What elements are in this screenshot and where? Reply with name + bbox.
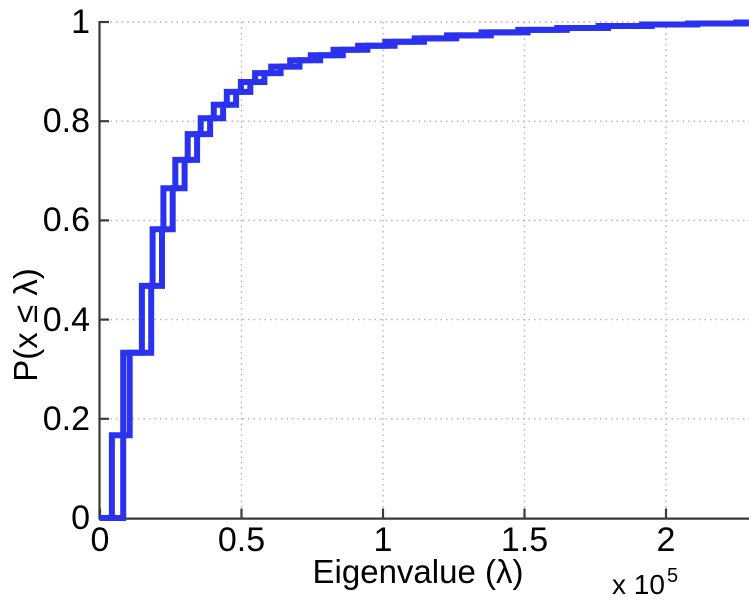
y-tick-label: 0 — [71, 499, 90, 537]
x-axis-label: Eigenvalue (λ) — [312, 553, 524, 590]
offset-exponent-label: 5 — [666, 565, 679, 587]
x-axis-scale-offset: x 10 5 — [612, 565, 678, 600]
x-tick-label: 2 — [656, 521, 676, 559]
offset-mantissa-label: x 10 — [612, 569, 665, 600]
ecdf-curve-2 — [99, 19, 749, 521]
y-tick-label: 0.8 — [42, 102, 90, 141]
y-tick-label: 0.6 — [42, 201, 90, 240]
x-tick-label: 1.5 — [500, 521, 549, 559]
x-tick-label: 0 — [90, 521, 110, 559]
y-axis-label: P(x ≤ λ) — [7, 268, 44, 382]
ecdf-curve-1 — [99, 19, 749, 521]
x-tick-label: 0.5 — [217, 521, 266, 559]
x-tick-label: 1 — [373, 521, 393, 559]
y-tick-label: 0.4 — [42, 300, 90, 339]
y-tick-label: 1 — [71, 3, 90, 41]
y-tick-label: 0.2 — [42, 399, 90, 438]
